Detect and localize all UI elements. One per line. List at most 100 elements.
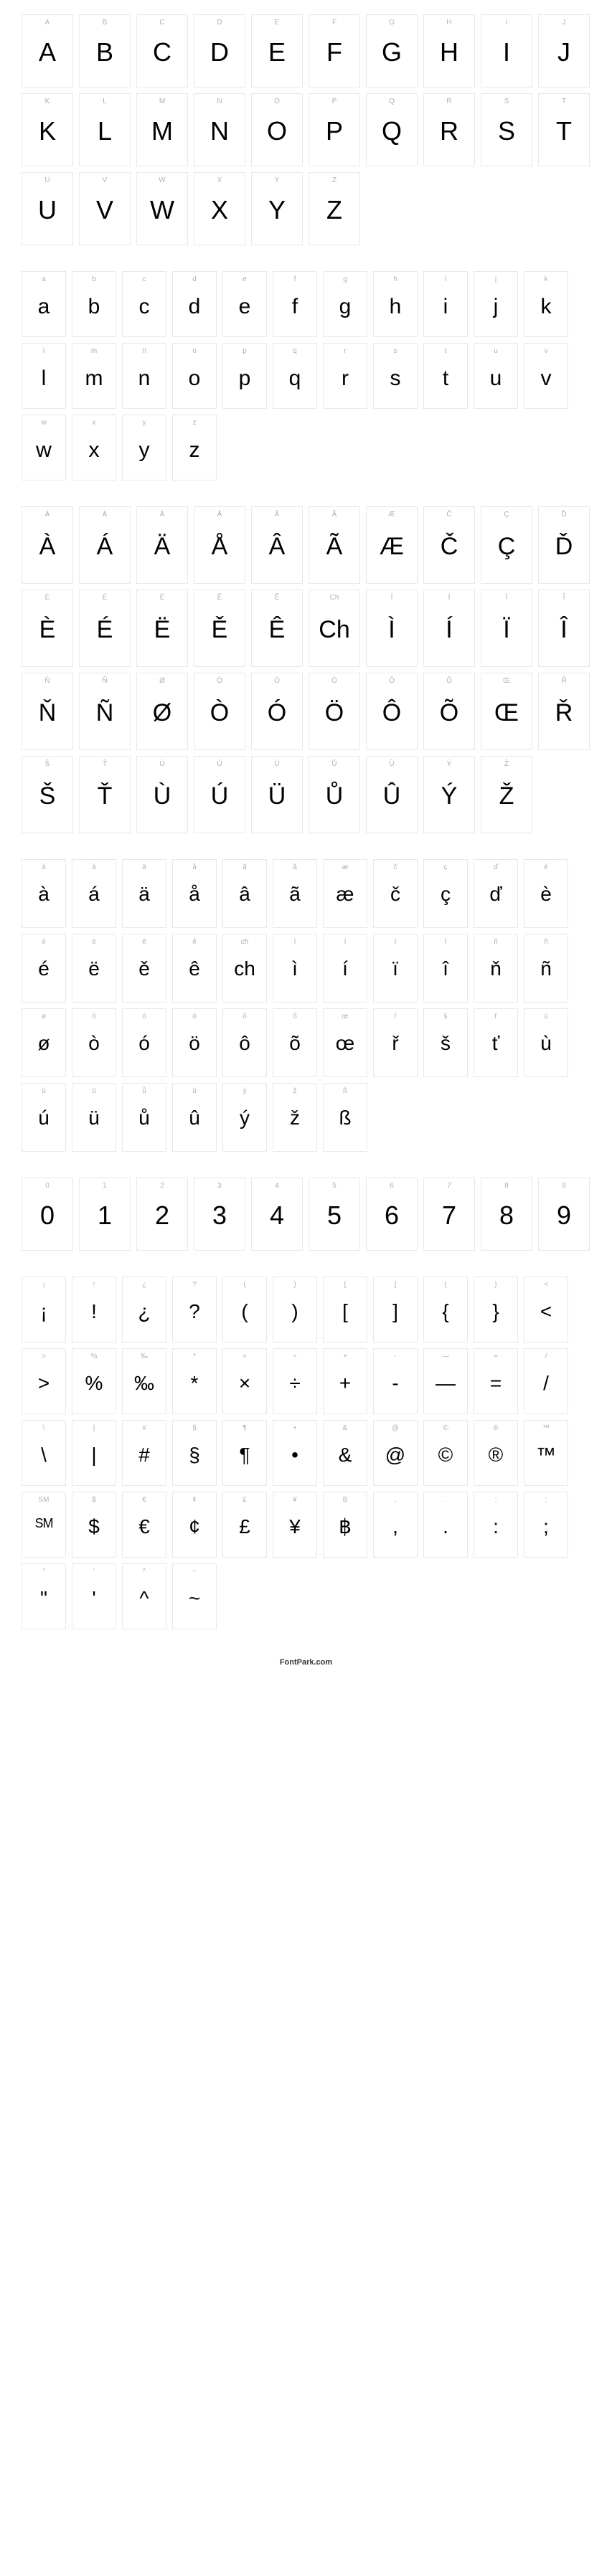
glyph-cell[interactable]: YY bbox=[251, 172, 303, 245]
glyph-cell[interactable]: ¡¡ bbox=[22, 1277, 66, 1343]
glyph-cell[interactable]: ÙÙ bbox=[136, 756, 188, 833]
glyph-cell[interactable]: ÂÂ bbox=[251, 506, 303, 584]
glyph-cell[interactable]: ?? bbox=[172, 1277, 217, 1343]
glyph-cell[interactable]: ÔÔ bbox=[366, 673, 418, 750]
glyph-cell[interactable]: ff bbox=[273, 271, 317, 337]
glyph-cell[interactable]: ÌÌ bbox=[366, 589, 418, 667]
glyph-cell[interactable]: FF bbox=[309, 14, 360, 87]
glyph-cell[interactable]: ŠŠ bbox=[22, 756, 73, 833]
glyph-cell[interactable]: vv bbox=[524, 343, 568, 409]
glyph-cell[interactable]: ŘŘ bbox=[538, 673, 590, 750]
glyph-cell[interactable]: ĎĎ bbox=[538, 506, 590, 584]
glyph-cell[interactable]: II bbox=[481, 14, 532, 87]
glyph-cell[interactable]: ŮŮ bbox=[309, 756, 360, 833]
glyph-cell[interactable]: ÍÍ bbox=[423, 589, 475, 667]
glyph-cell[interactable]: ~~ bbox=[172, 1563, 217, 1629]
glyph-cell[interactable]: ÃÃ bbox=[309, 506, 360, 584]
glyph-cell[interactable]: œœ bbox=[323, 1008, 367, 1077]
glyph-cell[interactable]: ŒŒ bbox=[481, 673, 532, 750]
glyph-cell[interactable]: ÛÛ bbox=[366, 756, 418, 833]
glyph-cell[interactable]: DD bbox=[194, 14, 245, 87]
glyph-cell[interactable]: NN bbox=[194, 93, 245, 166]
glyph-cell[interactable]: }} bbox=[474, 1277, 518, 1343]
glyph-cell[interactable]: øø bbox=[22, 1008, 66, 1077]
glyph-cell[interactable]: RR bbox=[423, 93, 475, 166]
glyph-cell[interactable]: çç bbox=[423, 859, 468, 928]
glyph-cell[interactable]: ÚÚ bbox=[194, 756, 245, 833]
glyph-cell[interactable]: ++ bbox=[323, 1348, 367, 1414]
glyph-cell[interactable]: BB bbox=[79, 14, 131, 87]
glyph-cell[interactable]: ,, bbox=[373, 1492, 418, 1558]
glyph-cell[interactable]: CC bbox=[136, 14, 188, 87]
glyph-cell[interactable]: ÑÑ bbox=[79, 673, 131, 750]
glyph-cell[interactable]: gg bbox=[323, 271, 367, 337]
glyph-cell[interactable]: aa bbox=[22, 271, 66, 337]
glyph-cell[interactable]: PP bbox=[309, 93, 360, 166]
glyph-cell[interactable]: chch bbox=[222, 934, 267, 1003]
glyph-cell[interactable]: HH bbox=[423, 14, 475, 87]
glyph-cell[interactable]: îî bbox=[423, 934, 468, 1003]
glyph-cell[interactable]: 66 bbox=[366, 1178, 418, 1251]
glyph-cell[interactable]: // bbox=[524, 1348, 568, 1414]
glyph-cell[interactable]: 77 bbox=[423, 1178, 475, 1251]
glyph-cell[interactable]: .. bbox=[423, 1492, 468, 1558]
glyph-cell[interactable]: tt bbox=[423, 343, 468, 409]
glyph-cell[interactable]: ŤŤ bbox=[79, 756, 131, 833]
glyph-cell[interactable]: áá bbox=[72, 859, 116, 928]
glyph-cell[interactable]: WW bbox=[136, 172, 188, 245]
glyph-cell[interactable]: ÝÝ bbox=[423, 756, 475, 833]
glyph-cell[interactable]: ýý bbox=[222, 1083, 267, 1152]
glyph-cell[interactable]: ©© bbox=[423, 1420, 468, 1486]
glyph-cell[interactable]: €€ bbox=[122, 1492, 166, 1558]
glyph-cell[interactable]: pp bbox=[222, 343, 267, 409]
glyph-cell[interactable]: nn bbox=[122, 343, 166, 409]
glyph-cell[interactable]: '' bbox=[72, 1563, 116, 1629]
glyph-cell[interactable]: ÀÀ bbox=[22, 506, 73, 584]
glyph-cell[interactable]: ss bbox=[373, 343, 418, 409]
glyph-cell[interactable]: << bbox=[524, 1277, 568, 1343]
glyph-cell[interactable]: řř bbox=[373, 1008, 418, 1077]
glyph-cell[interactable]: "" bbox=[22, 1563, 66, 1629]
glyph-cell[interactable]: == bbox=[474, 1348, 518, 1414]
glyph-cell[interactable]: dd bbox=[172, 271, 217, 337]
glyph-cell[interactable]: ďď bbox=[474, 859, 518, 928]
glyph-cell[interactable]: ÓÓ bbox=[251, 673, 303, 750]
glyph-cell[interactable]: 44 bbox=[251, 1178, 303, 1251]
glyph-cell[interactable]: ‰‰ bbox=[122, 1348, 166, 1414]
glyph-cell[interactable]: TT bbox=[538, 93, 590, 166]
glyph-cell[interactable]: XX bbox=[194, 172, 245, 245]
glyph-cell[interactable]: ÷÷ bbox=[273, 1348, 317, 1414]
glyph-cell[interactable]: •• bbox=[273, 1420, 317, 1486]
glyph-cell[interactable]: ÜÜ bbox=[251, 756, 303, 833]
glyph-cell[interactable]: úú bbox=[22, 1083, 66, 1152]
glyph-cell[interactable]: ÆÆ bbox=[366, 506, 418, 584]
glyph-cell[interactable]: —— bbox=[423, 1348, 468, 1414]
glyph-cell[interactable]: ûû bbox=[172, 1083, 217, 1152]
glyph-cell[interactable]: JJ bbox=[538, 14, 590, 87]
glyph-cell[interactable]: hh bbox=[373, 271, 418, 337]
glyph-cell[interactable]: ]] bbox=[373, 1277, 418, 1343]
glyph-cell[interactable]: ÖÖ bbox=[309, 673, 360, 750]
glyph-cell[interactable]: && bbox=[323, 1420, 367, 1486]
glyph-cell[interactable]: xx bbox=[72, 415, 116, 480]
glyph-cell[interactable]: ññ bbox=[524, 934, 568, 1003]
glyph-cell[interactable]: uu bbox=[474, 343, 518, 409]
glyph-cell[interactable]: õõ bbox=[273, 1008, 317, 1077]
glyph-cell[interactable]: ™™ bbox=[524, 1420, 568, 1486]
glyph-cell[interactable]: ææ bbox=[323, 859, 367, 928]
glyph-cell[interactable]: 00 bbox=[22, 1178, 73, 1251]
glyph-cell[interactable]: ŇŇ bbox=[22, 673, 73, 750]
glyph-cell[interactable]: ii bbox=[423, 271, 468, 337]
glyph-cell[interactable]: ùù bbox=[524, 1008, 568, 1077]
glyph-cell[interactable]: ¢¢ bbox=[172, 1492, 217, 1558]
glyph-cell[interactable]: ĚĚ bbox=[194, 589, 245, 667]
glyph-cell[interactable]: žž bbox=[273, 1083, 317, 1152]
glyph-cell[interactable]: SS bbox=[481, 93, 532, 166]
glyph-cell[interactable]: ¶¶ bbox=[222, 1420, 267, 1486]
glyph-cell[interactable]: ## bbox=[122, 1420, 166, 1486]
glyph-cell[interactable]: QQ bbox=[366, 93, 418, 166]
glyph-cell[interactable]: 55 bbox=[309, 1178, 360, 1251]
glyph-cell[interactable]: cc bbox=[122, 271, 166, 337]
glyph-cell[interactable]: šš bbox=[423, 1008, 468, 1077]
glyph-cell[interactable]: )) bbox=[273, 1277, 317, 1343]
